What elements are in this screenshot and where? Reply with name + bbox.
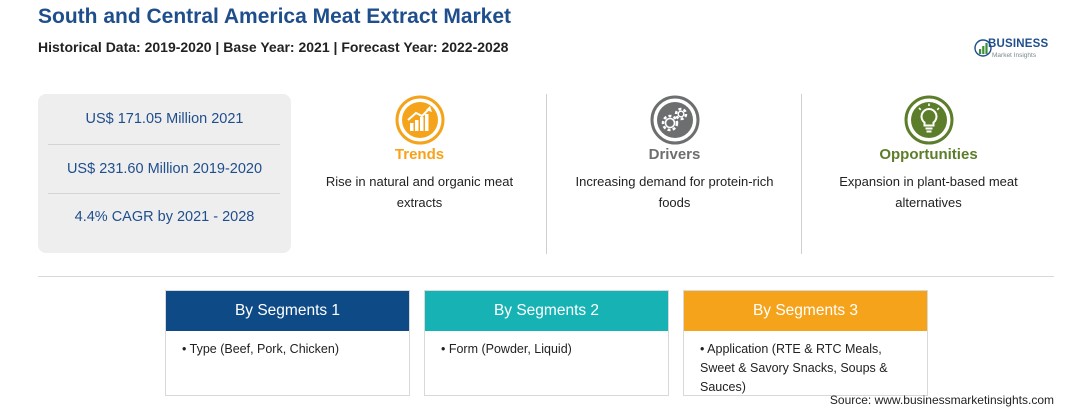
segment-2-title: By Segments 2 <box>425 291 668 331</box>
page-subtitle: Historical Data: 2019-2020 | Base Year: … <box>38 39 509 55</box>
segment-1-item: • Type (Beef, Pork, Chicken) <box>182 342 339 356</box>
segment-1-title: By Segments 1 <box>166 291 409 331</box>
trends-text: Rise in natural and organic meat extract… <box>325 174 514 210</box>
logo-name: BUSINESS <box>988 38 1049 50</box>
column-divider <box>801 94 802 254</box>
stats-divider <box>48 144 280 145</box>
segment-2-item: • Form (Powder, Liquid) <box>441 342 572 356</box>
trends-column: Trends Rise in natural and organic meat … <box>307 95 532 213</box>
stats-divider <box>48 193 280 194</box>
trends-title: Trends <box>394 146 445 163</box>
opportunities-column: Opportunities Expansion in plant-based m… <box>816 95 1041 213</box>
segment-card-3: By Segments 3 • Application (RTE & RTC M… <box>683 290 928 396</box>
lightbulb-icon <box>904 95 953 145</box>
source-credit: Source: www.businessmarketinsights.com <box>829 393 1054 407</box>
business-market-insights-logo: BUSINESS Market Insights <box>974 36 1064 64</box>
page-title: South and Central America Meat Extract M… <box>38 5 512 28</box>
segment-card-1: By Segments 1 • Type (Beef, Pork, Chicke… <box>165 290 410 396</box>
segment-3-title: By Segments 3 <box>684 291 927 331</box>
market-stats-panel: US$ 171.05 Million 2021 US$ 231.60 Milli… <box>38 94 291 253</box>
opportunities-text: Expansion in plant-based meat alternativ… <box>839 174 1018 210</box>
drivers-column: Drivers Increasing demand for protein-ri… <box>562 95 787 213</box>
gears-icon <box>650 95 699 145</box>
market-value-historical: US$ 231.60 Million 2019-2020 <box>66 161 263 177</box>
segment-card-2: By Segments 2 • Form (Powder, Liquid) <box>424 290 669 396</box>
opportunities-title: Opportunities <box>879 146 978 163</box>
section-divider <box>38 276 1054 277</box>
cagr-value: 4.4% CAGR by 2021 - 2028 <box>74 209 255 225</box>
market-value-2021: US$ 171.05 Million 2021 <box>85 111 244 127</box>
logo-tagline: Market Insights <box>992 52 1037 59</box>
column-divider <box>546 94 547 254</box>
globe-logo-icon <box>974 39 992 57</box>
segment-3-item: • Application (RTE & RTC Meals, Sweet & … <box>700 342 888 394</box>
drivers-title: Drivers <box>648 146 701 163</box>
drivers-text: Increasing demand for protein-rich foods <box>575 174 774 210</box>
trend-chart-icon <box>395 95 444 145</box>
